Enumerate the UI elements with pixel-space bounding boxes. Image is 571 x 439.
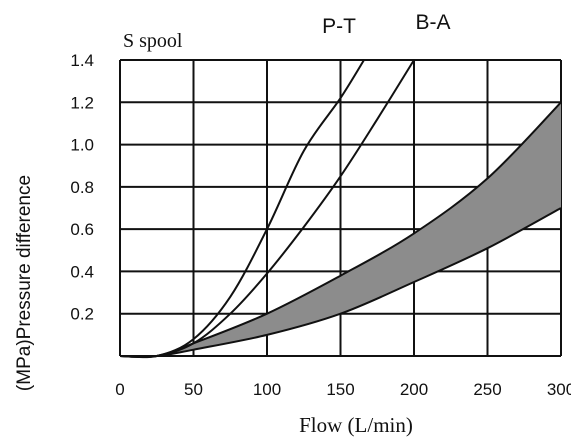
y-tick-label: 0.4: [70, 262, 94, 281]
y-tick-label: 1.2: [70, 93, 94, 112]
chart-title: S spool: [123, 30, 183, 52]
x-tick-label: 250: [473, 380, 501, 399]
x-tick-label: 0: [115, 380, 124, 399]
band-boundary-line-3: [119, 207, 562, 358]
x-tick-label: 200: [400, 380, 428, 399]
pressure-band-fill: [120, 102, 561, 357]
y-tick-label: 0.6: [70, 220, 94, 239]
y-tick-label: 1.4: [70, 51, 94, 70]
series-lines: [119, 59, 562, 359]
band-boundary-line-2: [119, 101, 562, 358]
x-tick-label: 50: [184, 380, 203, 399]
x-tick-label: 300: [547, 380, 571, 399]
curve-label-ba: B-A: [415, 11, 450, 34]
y-tick-label: 1.0: [70, 136, 94, 155]
curve-label-pt: P-T: [322, 15, 356, 38]
x-tick-label: 150: [326, 380, 354, 399]
y-tick-label: 0.8: [70, 178, 94, 197]
y-tick-label: 0.2: [70, 305, 94, 324]
pressure-band: [120, 102, 561, 357]
x-tick-label: 100: [253, 380, 281, 399]
tick-labels: 0 50 100 150 200 250 300 0.2 0.4 0.6 0.8 1.0 1.2 1.4: [70, 51, 571, 399]
x-axis-label: Flow (L/min): [299, 413, 413, 437]
y-axis-label: (MPa)Pressure difference: [14, 175, 35, 391]
